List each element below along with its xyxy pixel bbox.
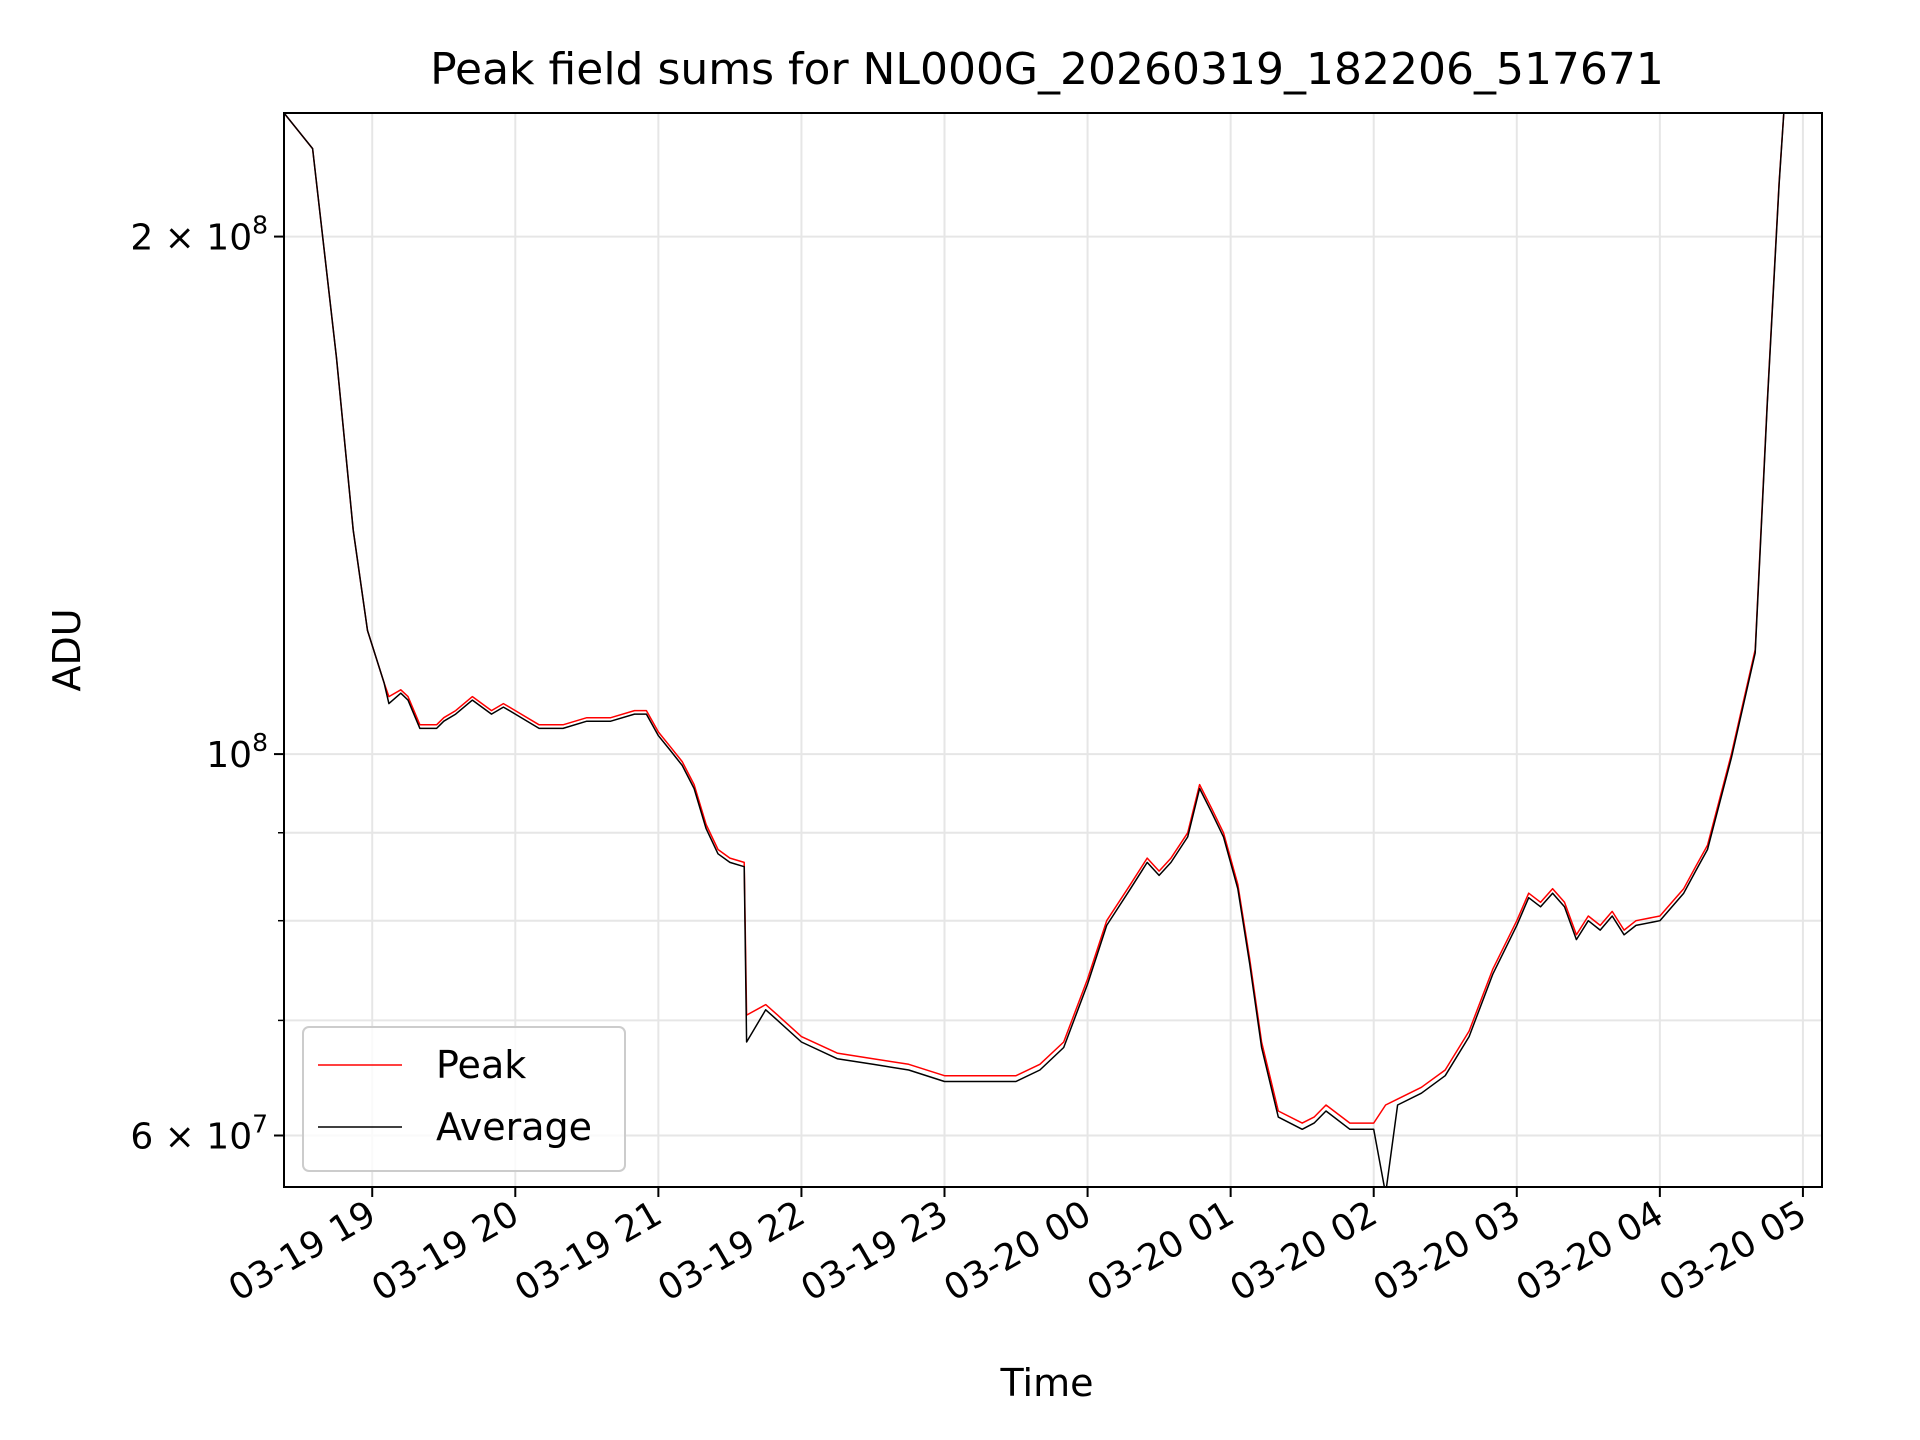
x-tick-label: 03-20 03 (1367, 1193, 1528, 1309)
legend-label-peak: Peak (436, 1043, 526, 1087)
x-tick-label: 03-19 19 (222, 1193, 383, 1309)
series-line-average (284, 113, 1785, 1187)
legend: Peak Average (302, 1026, 626, 1172)
x-tick-label: 03-19 22 (651, 1193, 812, 1309)
y-tick-label: 2 × 108 (130, 211, 268, 259)
x-tick-label: 03-19 21 (508, 1193, 669, 1309)
legend-label-average: Average (436, 1105, 592, 1149)
x-tick-label: 03-19 20 (365, 1193, 526, 1309)
x-tick-label: 03-20 00 (937, 1193, 1098, 1309)
x-axis-label: Time (1000, 1361, 1094, 1405)
x-tick-label: 03-20 02 (1224, 1193, 1385, 1309)
x-tick-label: 03-20 05 (1653, 1193, 1814, 1309)
chart-title: Peak field sums for NL000G_20260319_1822… (430, 44, 1664, 95)
plot-frame (283, 112, 1823, 1188)
y-axis-label: ADU (45, 608, 89, 691)
x-tick-label: 03-19 23 (794, 1193, 955, 1309)
legend-box (302, 1026, 626, 1172)
series-layer (284, 113, 1785, 1187)
x-tick-label: 03-20 01 (1080, 1193, 1241, 1309)
series-line-peak (284, 113, 1785, 1124)
y-tick-label: 108 (206, 728, 268, 776)
y-tick-label: 6 × 107 (130, 1109, 268, 1157)
grid (284, 113, 1822, 1187)
x-tick-label: 03-20 04 (1510, 1193, 1671, 1309)
